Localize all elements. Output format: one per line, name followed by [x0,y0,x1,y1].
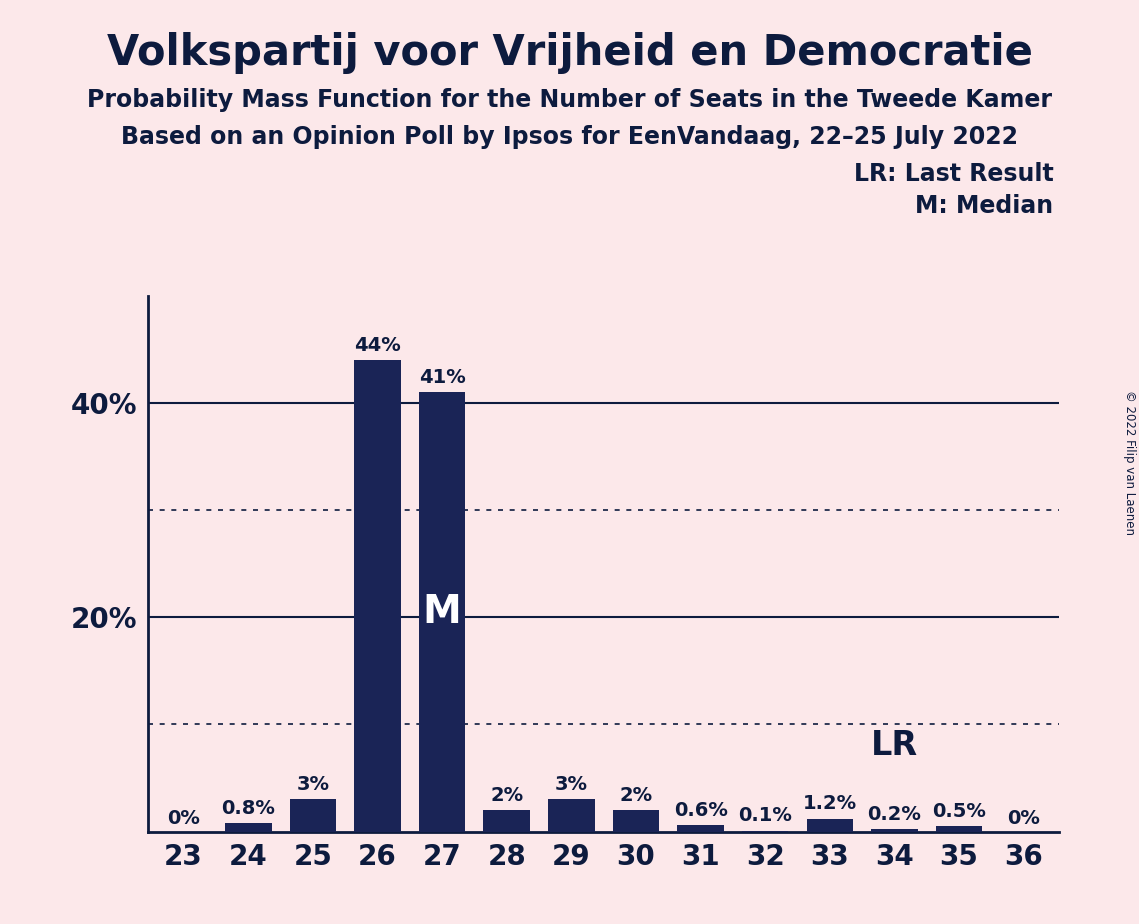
Text: 2%: 2% [620,785,653,805]
Bar [871,830,918,832]
Text: M: Median: M: Median [916,194,1054,218]
Text: Probability Mass Function for the Number of Seats in the Tweede Kamer: Probability Mass Function for the Number… [87,88,1052,112]
Text: LR: LR [871,729,918,762]
Bar [483,810,530,832]
Text: 44%: 44% [354,335,401,355]
Bar [354,360,401,832]
Text: 0%: 0% [1007,808,1040,828]
Text: M: M [423,593,461,631]
Text: 3%: 3% [555,775,588,794]
Text: LR: Last Result: LR: Last Result [854,162,1054,186]
Text: 0.8%: 0.8% [221,798,276,818]
Bar [678,825,724,832]
Text: 0%: 0% [167,808,200,828]
Text: 1.2%: 1.2% [803,795,857,813]
Bar [548,799,595,832]
Text: 41%: 41% [419,368,466,387]
Text: 2%: 2% [490,785,523,805]
Text: Based on an Opinion Poll by Ipsos for EenVandaag, 22–25 July 2022: Based on an Opinion Poll by Ipsos for Ee… [121,125,1018,149]
Bar [936,826,982,832]
Text: 0.6%: 0.6% [673,801,728,820]
Text: Volkspartij voor Vrijheid en Democratie: Volkspartij voor Vrijheid en Democratie [107,32,1032,74]
Bar [226,823,271,832]
Bar [806,819,853,832]
Text: 3%: 3% [296,775,329,794]
Text: © 2022 Filip van Laenen: © 2022 Filip van Laenen [1123,390,1137,534]
Bar [741,831,788,832]
Bar [419,392,466,832]
Text: 0.5%: 0.5% [932,802,986,821]
Text: 0.2%: 0.2% [868,805,921,824]
Bar [613,810,659,832]
Text: 0.1%: 0.1% [738,806,792,825]
Bar [289,799,336,832]
